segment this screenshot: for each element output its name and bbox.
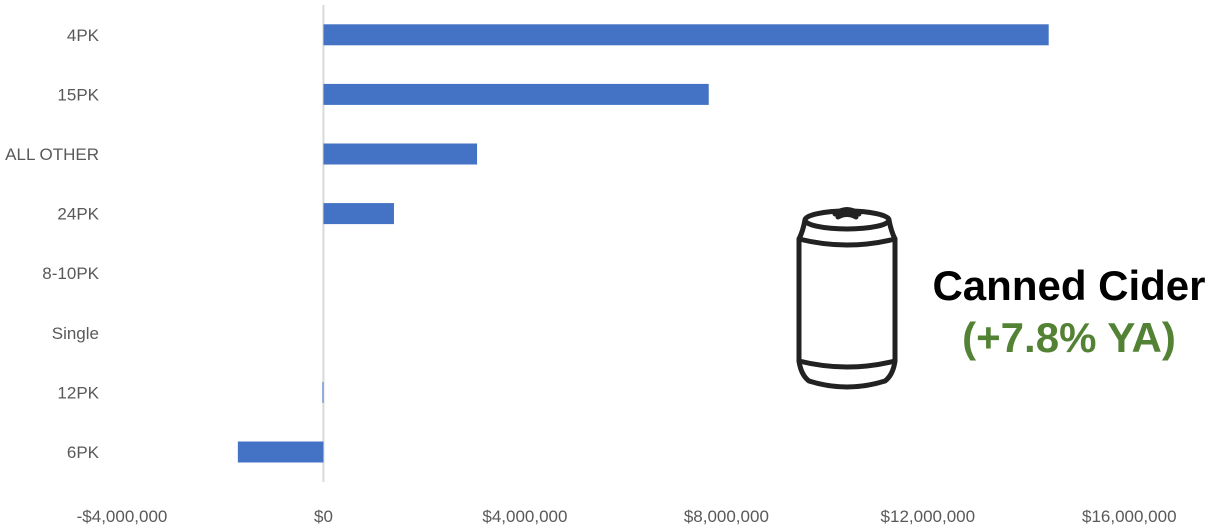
x-tick-label: -$4,000,000 <box>77 507 168 526</box>
bar-all-other <box>323 143 478 165</box>
bar-15pk <box>323 83 709 105</box>
category-label: 15PK <box>57 85 99 104</box>
x-tick-label: $16,000,000 <box>1082 507 1177 526</box>
category-label: 6PK <box>67 443 100 462</box>
annotation-subtitle: (+7.8% YA) <box>962 314 1176 361</box>
x-tick-label: $0 <box>314 507 333 526</box>
soda-can-icon <box>796 207 898 390</box>
x-tick-label: $8,000,000 <box>684 507 769 526</box>
bar-6pk <box>237 441 324 463</box>
category-label: ALL OTHER <box>5 145 99 164</box>
bar-4pk <box>323 24 1049 46</box>
category-label: 12PK <box>57 383 99 402</box>
category-label: 24PK <box>57 205 99 224</box>
x-tick-label: $12,000,000 <box>881 507 976 526</box>
bar-12pk <box>322 381 324 403</box>
category-label: 4PK <box>67 26 100 45</box>
bar-24pk <box>323 203 394 225</box>
x-tick-label: $4,000,000 <box>482 507 567 526</box>
annotation-title: Canned Cider <box>932 262 1206 309</box>
category-label: 8-10PK <box>42 264 99 283</box>
category-label: Single <box>52 324 99 343</box>
